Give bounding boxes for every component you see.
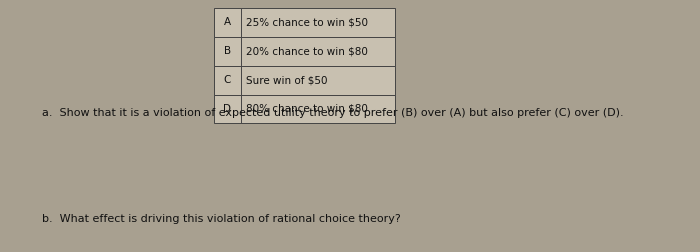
Text: 20% chance to win $80: 20% chance to win $80 xyxy=(246,46,368,56)
Text: A: A xyxy=(224,17,231,27)
Bar xyxy=(241,37,395,66)
Text: 80% chance to win $80: 80% chance to win $80 xyxy=(246,104,368,114)
Bar xyxy=(214,94,242,123)
Bar xyxy=(214,37,242,66)
Bar xyxy=(241,66,395,94)
Text: D: D xyxy=(223,104,232,114)
Bar xyxy=(214,8,242,37)
Text: a.  Show that it is a violation of expected utility theory to prefer (B) over (A: a. Show that it is a violation of expect… xyxy=(42,108,624,118)
Bar xyxy=(241,94,395,123)
Text: b.  What effect is driving this violation of rational choice theory?: b. What effect is driving this violation… xyxy=(42,214,400,224)
Bar xyxy=(214,66,242,94)
Text: B: B xyxy=(224,46,231,56)
Text: 25% chance to win $50: 25% chance to win $50 xyxy=(246,17,368,27)
Text: Sure win of $50: Sure win of $50 xyxy=(246,75,328,85)
Bar xyxy=(241,8,395,37)
Text: C: C xyxy=(224,75,231,85)
